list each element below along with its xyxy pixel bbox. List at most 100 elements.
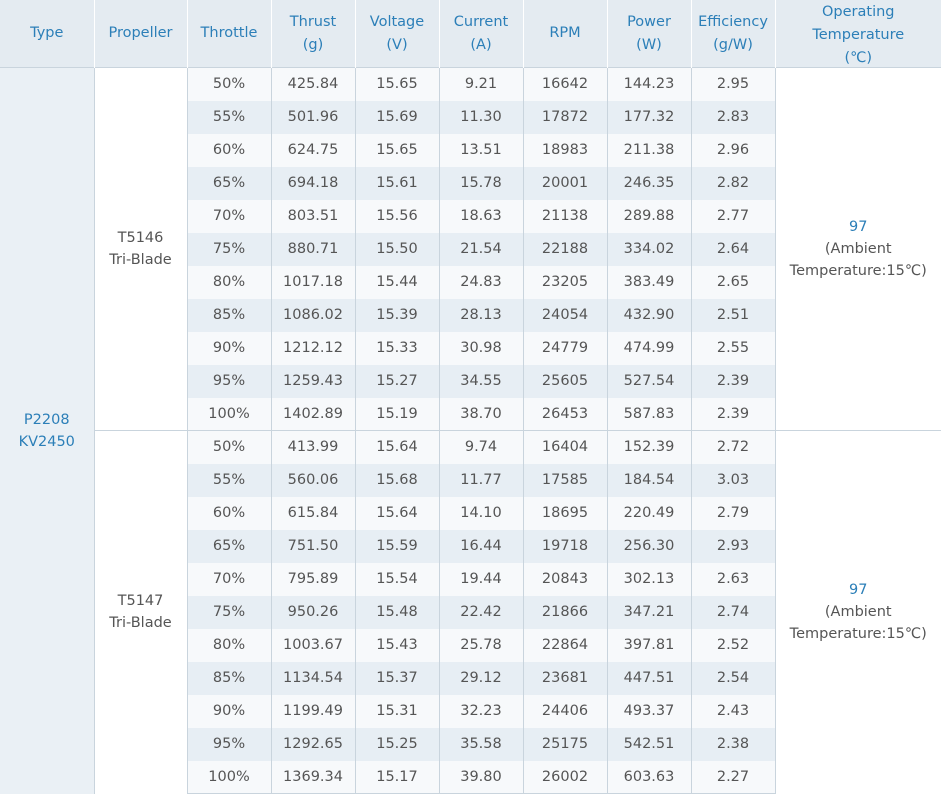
power-cell: 603.63: [607, 761, 691, 794]
efficiency-cell: 2.95: [691, 68, 775, 101]
power-cell: 347.21: [607, 596, 691, 629]
rpm-cell: 17872: [523, 101, 607, 134]
power-cell: 397.81: [607, 629, 691, 662]
rpm-cell: 24054: [523, 299, 607, 332]
thrust-cell: 624.75: [271, 134, 355, 167]
thrust-cell: 560.06: [271, 464, 355, 497]
thrust-cell: 1199.49: [271, 695, 355, 728]
throttle-cell: 65%: [187, 530, 271, 563]
efficiency-cell: 2.83: [691, 101, 775, 134]
efficiency-cell: 2.96: [691, 134, 775, 167]
header-unit: (W): [608, 34, 691, 57]
rpm-cell: 26453: [523, 398, 607, 431]
propeller-line: Tri-Blade: [95, 249, 187, 271]
rpm-cell: 19718: [523, 530, 607, 563]
header-line: Efficiency: [692, 11, 775, 34]
propeller-line: Tri-Blade: [95, 612, 187, 634]
temperature-value: 97: [776, 216, 941, 238]
header-unit: (V): [356, 34, 439, 57]
voltage-cell: 15.68: [355, 464, 439, 497]
header-row: Type Propeller Throttle Thrust (g) Volta…: [0, 0, 941, 68]
rpm-cell: 22864: [523, 629, 607, 662]
throttle-cell: 50%: [187, 431, 271, 464]
power-cell: 447.51: [607, 662, 691, 695]
rpm-cell: 21138: [523, 200, 607, 233]
thrust-cell: 1292.65: [271, 728, 355, 761]
voltage-cell: 15.65: [355, 134, 439, 167]
thrust-cell: 615.84: [271, 497, 355, 530]
header-line: Thrust: [272, 11, 355, 34]
power-cell: 256.30: [607, 530, 691, 563]
rpm-cell: 26002: [523, 761, 607, 794]
current-cell: 34.55: [439, 365, 523, 398]
throttle-cell: 100%: [187, 761, 271, 794]
thrust-cell: 795.89: [271, 563, 355, 596]
throttle-cell: 70%: [187, 563, 271, 596]
throttle-cell: 90%: [187, 695, 271, 728]
voltage-cell: 15.64: [355, 431, 439, 464]
throttle-cell: 90%: [187, 332, 271, 365]
thrust-cell: 880.71: [271, 233, 355, 266]
current-cell: 29.12: [439, 662, 523, 695]
thrust-cell: 413.99: [271, 431, 355, 464]
efficiency-cell: 2.51: [691, 299, 775, 332]
throttle-cell: 70%: [187, 200, 271, 233]
rpm-cell: 17585: [523, 464, 607, 497]
temperature-note: Temperature:15℃): [776, 260, 941, 282]
voltage-cell: 15.25: [355, 728, 439, 761]
voltage-cell: 15.54: [355, 563, 439, 596]
throttle-cell: 55%: [187, 101, 271, 134]
col-header-rpm: RPM: [523, 0, 607, 68]
rpm-cell: 25175: [523, 728, 607, 761]
thrust-cell: 1212.12: [271, 332, 355, 365]
throttle-cell: 85%: [187, 662, 271, 695]
efficiency-cell: 2.39: [691, 398, 775, 431]
power-cell: 144.23: [607, 68, 691, 101]
throttle-cell: 55%: [187, 464, 271, 497]
throttle-cell: 80%: [187, 629, 271, 662]
current-cell: 30.98: [439, 332, 523, 365]
power-cell: 383.49: [607, 266, 691, 299]
voltage-cell: 15.50: [355, 233, 439, 266]
efficiency-cell: 2.74: [691, 596, 775, 629]
current-cell: 22.42: [439, 596, 523, 629]
header-line: Operating: [776, 1, 941, 24]
efficiency-cell: 2.63: [691, 563, 775, 596]
efficiency-cell: 2.79: [691, 497, 775, 530]
efficiency-cell: 2.77: [691, 200, 775, 233]
current-cell: 38.70: [439, 398, 523, 431]
voltage-cell: 15.65: [355, 68, 439, 101]
efficiency-cell: 2.54: [691, 662, 775, 695]
efficiency-cell: 3.03: [691, 464, 775, 497]
power-cell: 493.37: [607, 695, 691, 728]
header-unit: (A): [440, 34, 523, 57]
voltage-cell: 15.27: [355, 365, 439, 398]
header-unit: (g): [272, 34, 355, 57]
efficiency-cell: 2.39: [691, 365, 775, 398]
power-cell: 211.38: [607, 134, 691, 167]
col-header-efficiency: Efficiency (g/W): [691, 0, 775, 68]
rpm-cell: 18983: [523, 134, 607, 167]
temperature-note: (Ambient: [776, 601, 941, 623]
power-cell: 246.35: [607, 167, 691, 200]
propeller-line: T5146: [95, 227, 187, 249]
throttle-cell: 60%: [187, 134, 271, 167]
current-cell: 32.23: [439, 695, 523, 728]
throttle-cell: 80%: [187, 266, 271, 299]
rpm-cell: 22188: [523, 233, 607, 266]
voltage-cell: 15.19: [355, 398, 439, 431]
current-cell: 15.78: [439, 167, 523, 200]
power-cell: 177.32: [607, 101, 691, 134]
thrust-cell: 694.18: [271, 167, 355, 200]
thrust-cell: 1003.67: [271, 629, 355, 662]
power-cell: 432.90: [607, 299, 691, 332]
